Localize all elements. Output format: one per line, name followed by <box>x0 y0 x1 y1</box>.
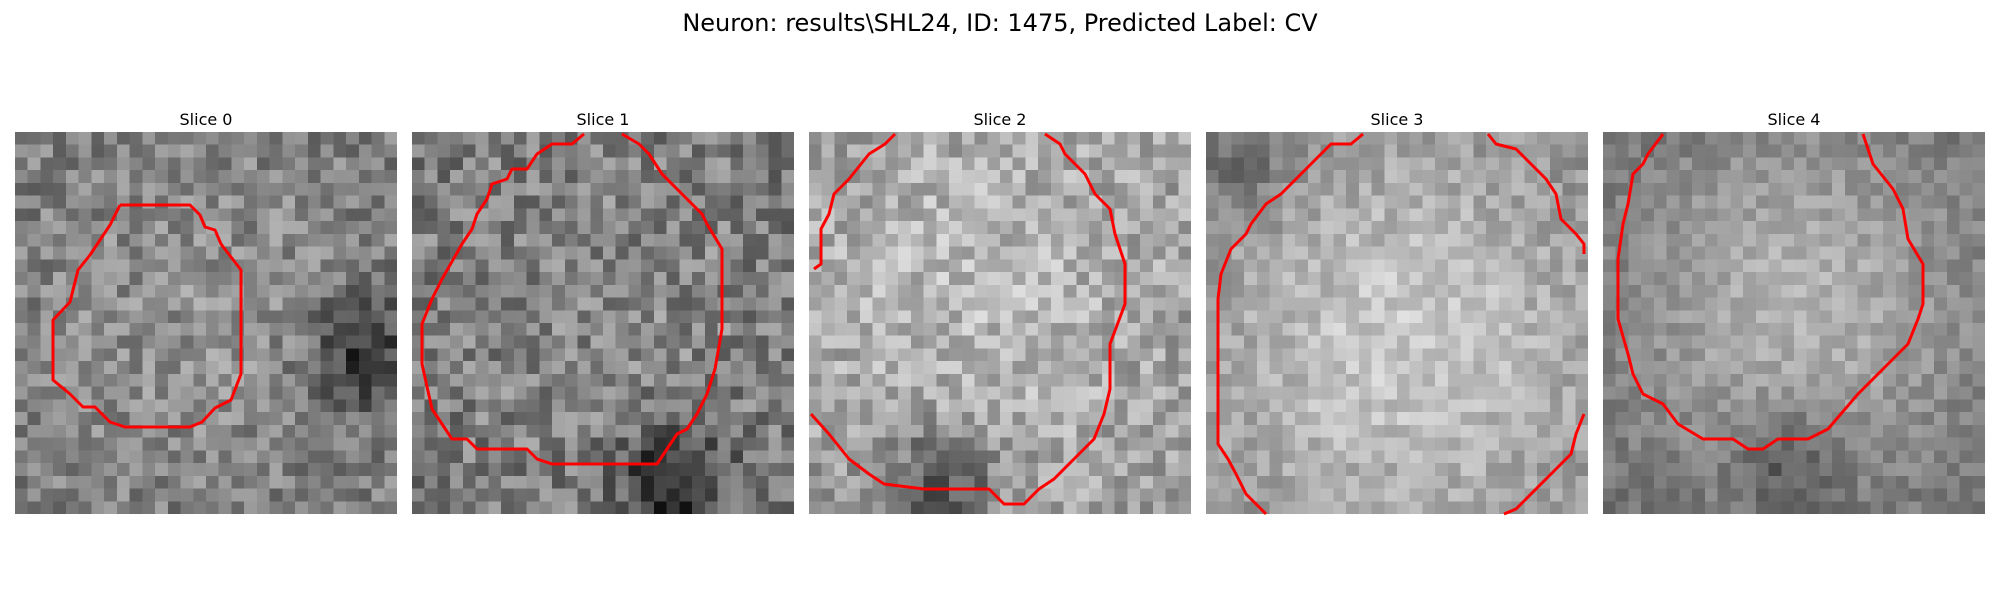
slice-image <box>1603 132 1985 514</box>
slice-panel-4: Slice 4 <box>1603 108 1985 514</box>
roi-contour <box>51 203 243 429</box>
figure-title: Neuron: results\SHL24, ID: 1475, Predict… <box>682 9 1318 37</box>
slice-title: Slice 2 <box>973 110 1027 129</box>
roi-contour <box>1616 133 1925 451</box>
slice-image <box>15 132 397 514</box>
slice-image <box>1206 132 1588 516</box>
slice-panel-1: Slice 1 <box>412 108 794 514</box>
slice-panel-2: Slice 2 <box>809 108 1191 514</box>
slice-panel-0: Slice 0 <box>15 108 397 514</box>
slice-title: Slice 0 <box>179 110 233 129</box>
slice-image <box>412 132 794 514</box>
slice-grayscale-image <box>15 132 397 514</box>
roi-contour <box>1216 132 1586 516</box>
slice-title: Slice 4 <box>1767 110 1821 129</box>
slice-grayscale-image <box>809 132 1191 514</box>
slice-image <box>809 132 1191 514</box>
slice-panel-3: Slice 3 <box>1206 108 1588 516</box>
slice-title: Slice 3 <box>1370 110 1424 129</box>
slice-grayscale-image <box>1603 132 1985 514</box>
slice-grayscale-image <box>1206 132 1588 514</box>
slice-grayscale-image <box>412 132 794 514</box>
roi-contour <box>809 132 1127 506</box>
slice-title: Slice 1 <box>576 110 630 129</box>
roi-contour <box>420 132 724 466</box>
